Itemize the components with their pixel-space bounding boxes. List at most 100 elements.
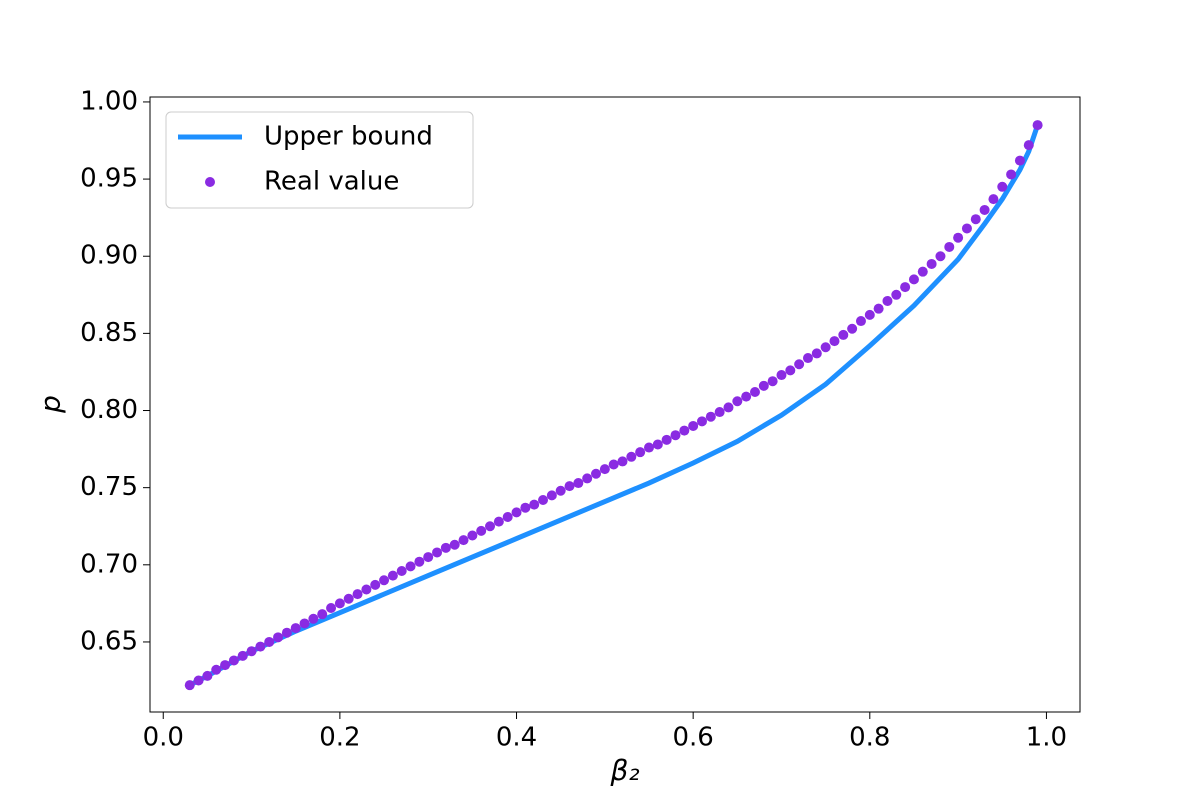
point (749, 387, 760, 398)
point (723, 402, 734, 413)
point (476, 525, 487, 536)
point (281, 627, 292, 638)
point (758, 380, 769, 391)
point (820, 342, 831, 353)
point (935, 251, 946, 262)
point (626, 451, 637, 462)
line (188, 124, 1040, 688)
point (520, 502, 531, 513)
x-tick-label: 0.0 (143, 723, 184, 753)
point (829, 336, 840, 347)
point (273, 632, 284, 643)
point (493, 516, 504, 527)
point (608, 459, 619, 470)
point (546, 490, 557, 501)
point (202, 670, 213, 681)
point (714, 407, 725, 418)
plot-frame (149, 96, 1081, 713)
point (900, 282, 911, 293)
point (405, 561, 416, 572)
point (458, 535, 469, 546)
point (529, 499, 540, 510)
point (776, 370, 787, 381)
point (882, 295, 893, 306)
x-tick-label: 0.2 (319, 723, 360, 753)
point (696, 416, 707, 427)
x-tick-label: 0.6 (672, 723, 713, 753)
point (352, 589, 363, 600)
point (396, 565, 407, 576)
point (944, 241, 955, 252)
point (908, 274, 919, 285)
point (255, 641, 266, 652)
point (926, 258, 937, 269)
point (299, 618, 310, 629)
point (661, 434, 672, 445)
y-tick-label: 0.65 (80, 626, 138, 656)
point (979, 204, 990, 215)
point (599, 464, 610, 475)
point (705, 411, 716, 422)
point (917, 266, 928, 277)
point (732, 396, 743, 407)
point (387, 570, 398, 581)
point (997, 181, 1008, 192)
y-axis-label: p (34, 395, 67, 414)
point (644, 442, 655, 453)
point (467, 530, 478, 541)
point (264, 636, 275, 647)
x-tick-label: 0.8 (849, 723, 890, 753)
point (343, 593, 354, 604)
point (855, 316, 866, 327)
point (891, 289, 902, 300)
legend-label: Real value (264, 167, 399, 197)
point (864, 309, 875, 320)
point (1032, 120, 1043, 131)
point (449, 539, 460, 550)
point (811, 348, 822, 359)
point (635, 447, 646, 458)
point (326, 603, 337, 614)
point (555, 485, 566, 496)
point (440, 542, 451, 553)
point (582, 473, 593, 484)
point (564, 481, 575, 492)
point (228, 655, 239, 666)
point (838, 329, 849, 340)
point (573, 478, 584, 489)
point (1006, 169, 1017, 180)
point (317, 609, 328, 620)
point (423, 552, 434, 563)
y-tick-label: 0.75 (80, 472, 138, 502)
point (679, 425, 690, 436)
point (379, 575, 390, 586)
x-tick-label: 1.0 (1026, 723, 1067, 753)
point (988, 194, 999, 205)
point (184, 680, 195, 691)
point (485, 521, 496, 532)
legend-label: Upper bound (264, 122, 433, 152)
point (688, 420, 699, 431)
point (193, 675, 204, 686)
point (847, 323, 858, 334)
point (802, 353, 813, 364)
point (237, 650, 248, 661)
point (591, 468, 602, 479)
point (670, 430, 681, 441)
y-tick-label: 0.85 (80, 318, 138, 348)
point (617, 456, 628, 467)
point (1014, 155, 1025, 166)
point (1023, 140, 1034, 151)
point (511, 507, 522, 518)
y-tick-label: 0.95 (80, 164, 138, 194)
x-tick-label: 0.4 (496, 723, 537, 753)
y-tick-label: 0.80 (80, 395, 138, 425)
point (370, 579, 381, 590)
point (290, 623, 301, 634)
point (953, 232, 964, 243)
point (414, 556, 425, 567)
legend-box (165, 111, 474, 209)
point (767, 376, 778, 387)
point (961, 223, 972, 234)
